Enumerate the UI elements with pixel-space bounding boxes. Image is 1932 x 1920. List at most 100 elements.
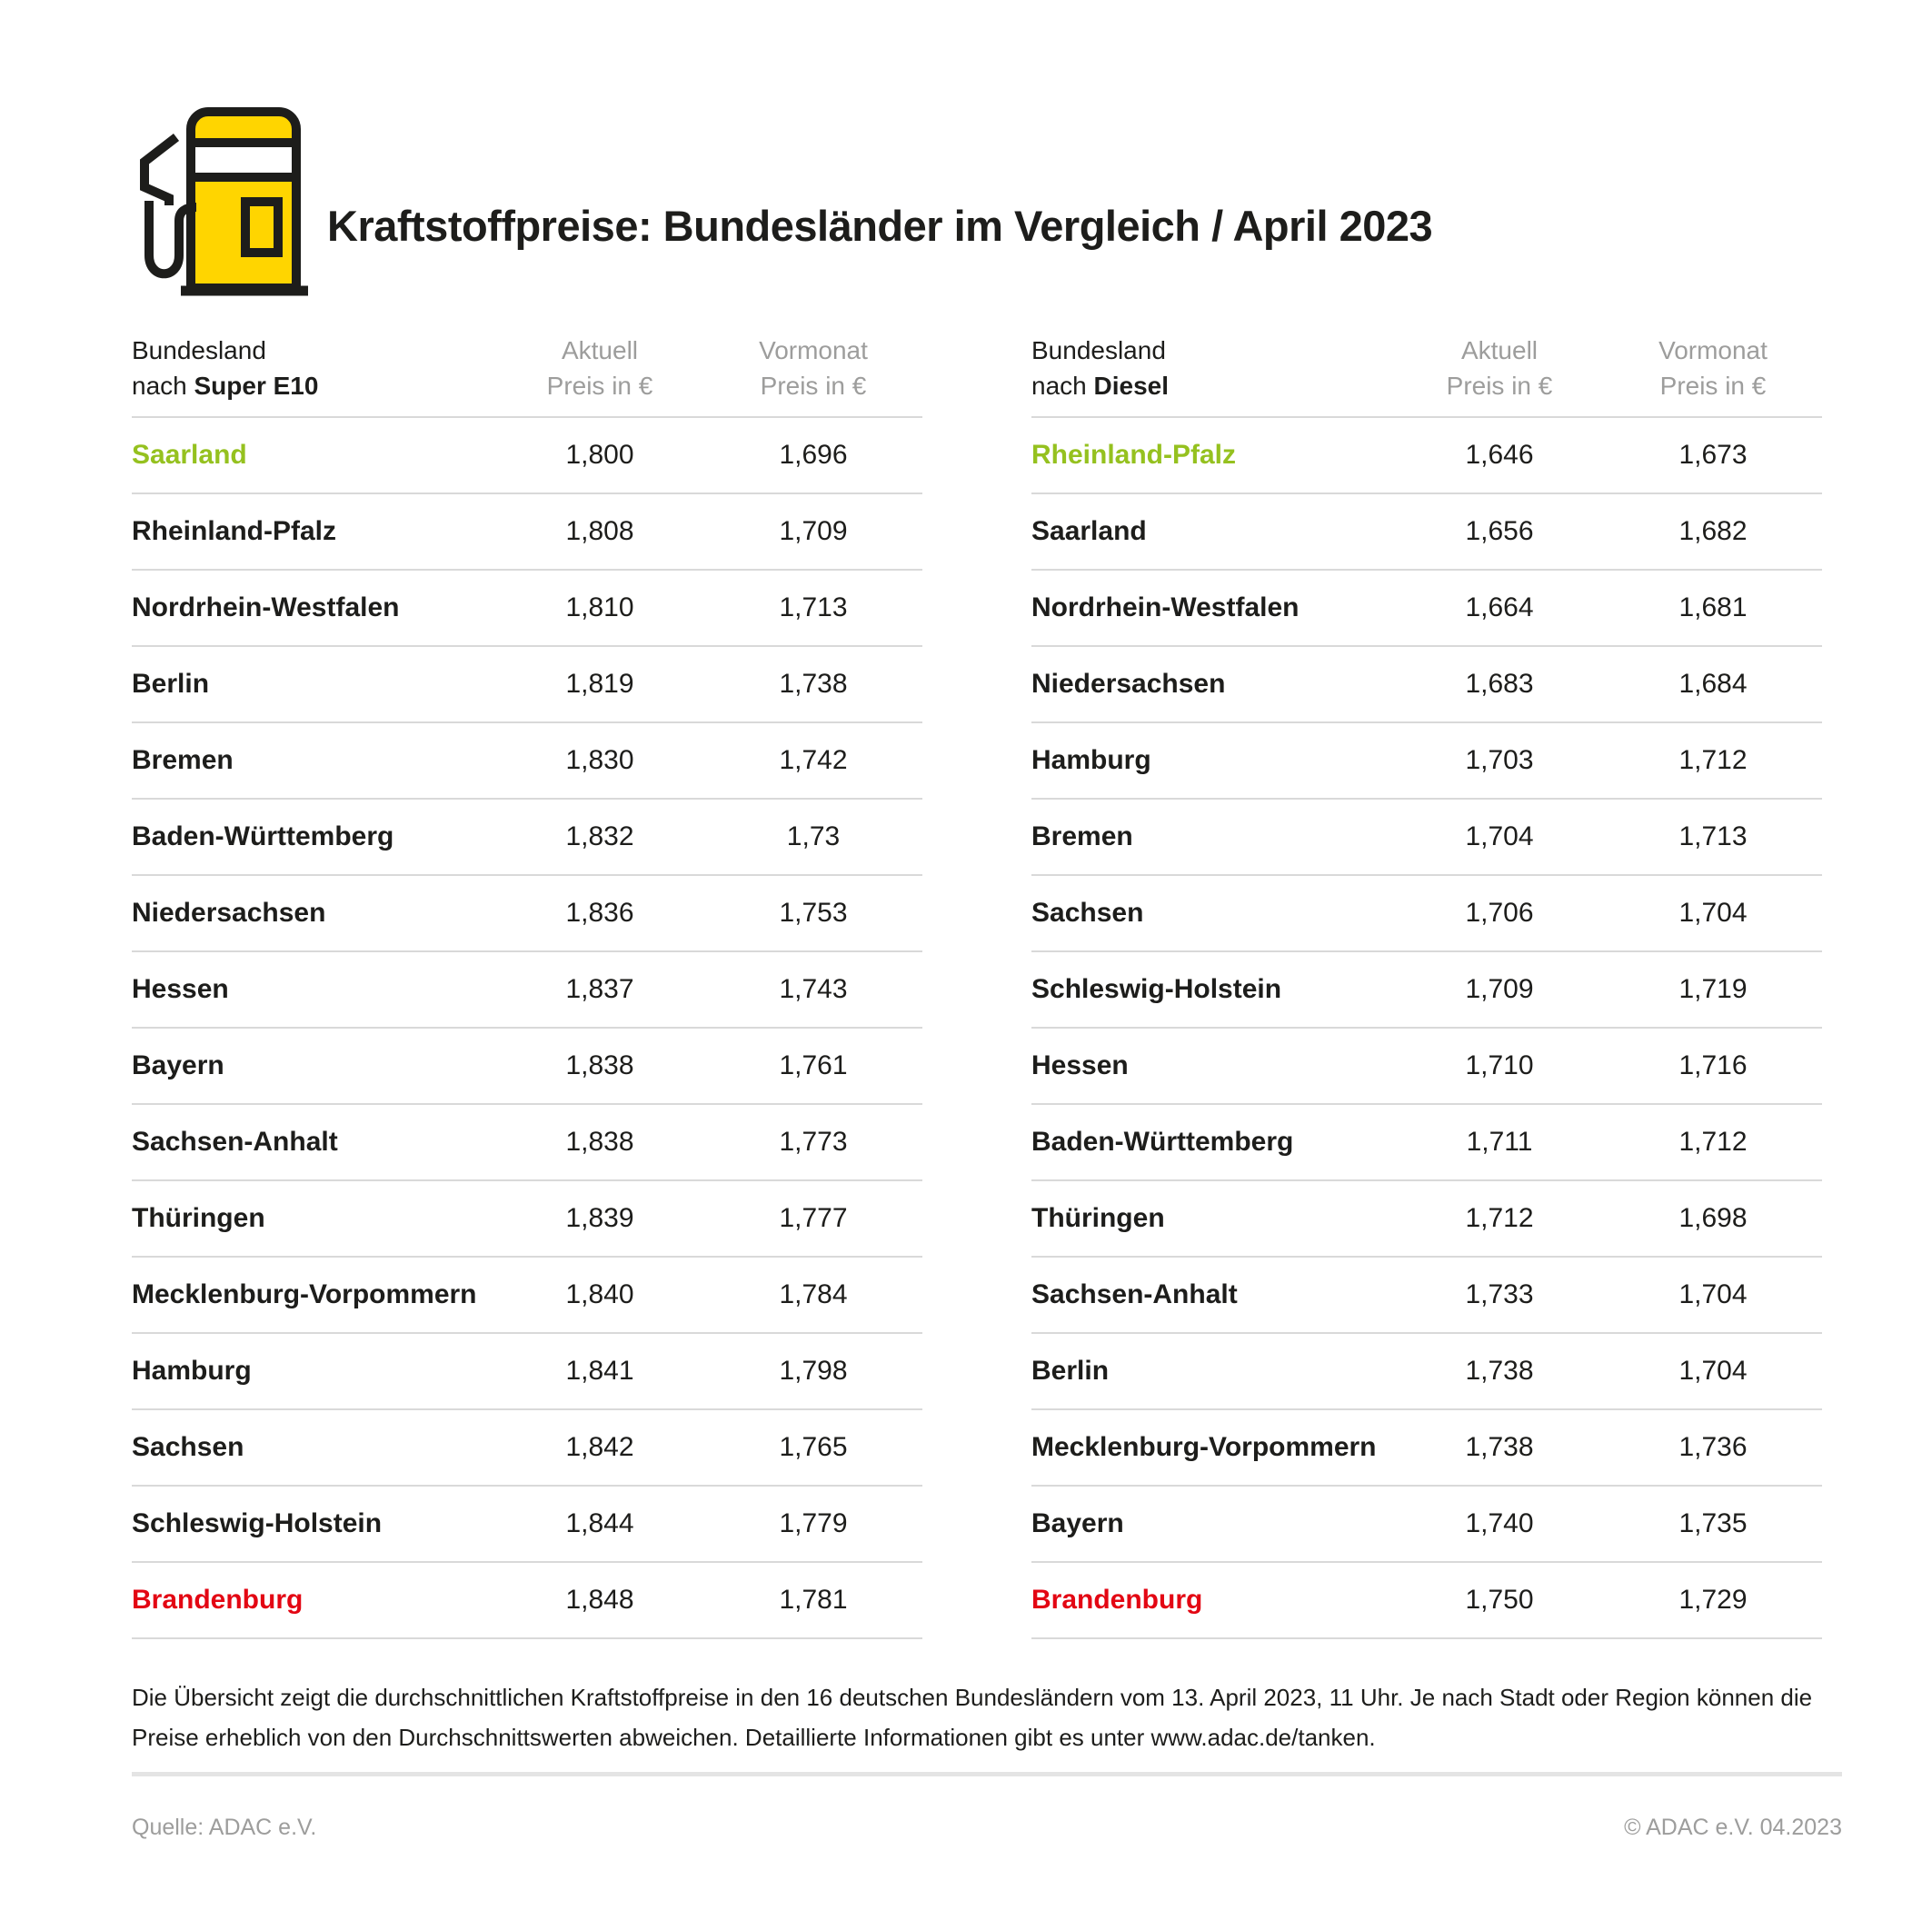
previous-price: 1,753 — [779, 898, 848, 928]
fuel-type-label: Super E10 — [194, 372, 319, 400]
table-row: Schleswig-Holstein 1,844 1,779 — [132, 1487, 922, 1563]
land-name: Schleswig-Holstein — [132, 1508, 383, 1538]
land-name: Brandenburg — [1031, 1585, 1203, 1615]
table-body: Rheinland-Pfalz 1,646 1,673 Saarland 1,656 1,… — [1031, 418, 1822, 1639]
column-header-aktuell: Aktuell Preis in € — [1446, 336, 1553, 400]
current-price: 1,836 — [565, 898, 634, 928]
copyright-note: © ADAC e.V. 04.2023 — [1624, 1815, 1842, 1840]
table-row: Bayern 1,740 1,735 — [1031, 1487, 1822, 1563]
current-price: 1,832 — [565, 821, 634, 851]
current-price: 1,656 — [1465, 516, 1534, 546]
current-price: 1,706 — [1465, 898, 1534, 928]
previous-price: 1,713 — [1678, 821, 1748, 851]
source-note: Quelle: ADAC e.V. — [132, 1815, 317, 1840]
table-row: Baden-Württemberg 1,711 1,712 — [1031, 1105, 1822, 1181]
previous-price: 1,716 — [1678, 1050, 1748, 1080]
current-price: 1,750 — [1465, 1585, 1534, 1615]
current-price: 1,838 — [565, 1050, 634, 1080]
table-row: Sachsen 1,706 1,704 — [1031, 876, 1822, 952]
land-name: Rheinland-Pfalz — [1031, 440, 1237, 470]
previous-price: 1,781 — [779, 1585, 848, 1615]
current-price: 1,800 — [565, 440, 634, 470]
table-header: Bundesland nach Super E10 Aktuell Preis … — [132, 333, 922, 418]
table-row: Sachsen-Anhalt 1,838 1,773 — [132, 1105, 922, 1181]
current-price: 1,710 — [1465, 1050, 1534, 1080]
column-header-vormonat: Vormonat Preis in € — [1658, 336, 1768, 400]
previous-price: 1,673 — [1678, 440, 1748, 470]
current-price: 1,819 — [565, 669, 634, 699]
infographic-page: Kraftstoffpreise: Bundesländer im Vergle… — [132, 107, 1932, 1840]
land-name: Sachsen — [132, 1432, 244, 1462]
footer-divider — [132, 1772, 1842, 1776]
previous-price: 1,712 — [1678, 1127, 1748, 1157]
footnote-line: Preise erheblich von den Durchschnittswe… — [132, 1724, 1376, 1751]
current-price: 1,704 — [1465, 821, 1534, 851]
land-name: Hamburg — [132, 1356, 252, 1386]
table-row: Mecklenburg-Vorpommern 1,738 1,736 — [1031, 1410, 1822, 1487]
land-name: Thüringen — [1031, 1203, 1165, 1233]
current-price: 1,830 — [565, 745, 634, 775]
previous-price: 1,682 — [1678, 516, 1748, 546]
previous-price: 1,704 — [1678, 898, 1748, 928]
column-header-prefix: nach — [1031, 372, 1094, 400]
land-name: Hamburg — [1031, 745, 1151, 775]
table-row: Schleswig-Holstein 1,709 1,719 — [1031, 952, 1822, 1029]
table-super-e10: Bundesland nach Super E10 Aktuell Preis … — [132, 333, 922, 1639]
current-price: 1,841 — [565, 1356, 634, 1386]
previous-price: 1,777 — [779, 1203, 848, 1233]
page-title: Kraftstoffpreise: Bundesländer im Vergle… — [327, 202, 1433, 250]
current-price: 1,837 — [565, 974, 634, 1004]
column-header-bundesland: Bundesland nach Super E10 — [132, 333, 495, 403]
table-diesel: Bundesland nach Diesel Aktuell Preis in … — [1031, 333, 1822, 1639]
table-row: Bayern 1,838 1,761 — [132, 1029, 922, 1105]
current-price: 1,740 — [1465, 1508, 1534, 1538]
current-price: 1,848 — [565, 1585, 634, 1615]
footnote: Die Übersicht zeigt die durchschnittlich… — [132, 1677, 1932, 1757]
land-name: Thüringen — [132, 1203, 265, 1233]
table-row: Brandenburg 1,848 1,781 — [132, 1563, 922, 1639]
previous-price: 1,698 — [1678, 1203, 1748, 1233]
table-row: Brandenburg 1,750 1,729 — [1031, 1563, 1822, 1639]
table-row: Sachsen 1,842 1,765 — [132, 1410, 922, 1487]
table-header: Bundesland nach Diesel Aktuell Preis in … — [1031, 333, 1822, 418]
previous-price: 1,73 — [786, 821, 841, 851]
current-price: 1,646 — [1465, 440, 1534, 470]
current-price: 1,709 — [1465, 974, 1534, 1004]
land-name: Berlin — [1031, 1356, 1110, 1386]
table-row: Bremen 1,704 1,713 — [1031, 800, 1822, 876]
table-row: Thüringen 1,712 1,698 — [1031, 1181, 1822, 1258]
current-price: 1,712 — [1465, 1203, 1534, 1233]
previous-price: 1,784 — [779, 1279, 848, 1309]
previous-price: 1,735 — [1678, 1508, 1748, 1538]
previous-price: 1,681 — [1678, 592, 1748, 622]
column-header-vormonat: Vormonat Preis in € — [759, 336, 868, 400]
previous-price: 1,713 — [779, 592, 848, 622]
current-price: 1,664 — [1465, 592, 1534, 622]
land-name: Nordrhein-Westfalen — [132, 592, 400, 622]
land-name: Schleswig-Holstein — [1031, 974, 1282, 1004]
land-name: Bayern — [132, 1050, 224, 1080]
land-name: Berlin — [132, 669, 210, 699]
current-price: 1,683 — [1465, 669, 1534, 699]
table-row: Rheinland-Pfalz 1,808 1,709 — [132, 494, 922, 571]
previous-price: 1,765 — [779, 1432, 848, 1462]
previous-price: 1,738 — [779, 669, 848, 699]
current-price: 1,840 — [565, 1279, 634, 1309]
table-row: Hessen 1,837 1,743 — [132, 952, 922, 1029]
column-header-line1: Bundesland — [132, 336, 266, 364]
previous-price: 1,779 — [779, 1508, 848, 1538]
current-price: 1,844 — [565, 1508, 634, 1538]
current-price: 1,733 — [1465, 1279, 1534, 1309]
land-name: Baden-Württemberg — [1031, 1127, 1294, 1157]
previous-price: 1,742 — [779, 745, 848, 775]
land-name: Bremen — [132, 745, 234, 775]
column-header-bundesland: Bundesland nach Diesel — [1031, 333, 1395, 403]
land-name: Niedersachsen — [1031, 669, 1226, 699]
previous-price: 1,761 — [779, 1050, 848, 1080]
table-row: Hamburg 1,703 1,712 — [1031, 723, 1822, 800]
table-row: Thüringen 1,839 1,777 — [132, 1181, 922, 1258]
table-row: Nordrhein-Westfalen 1,664 1,681 — [1031, 571, 1822, 647]
land-name: Nordrhein-Westfalen — [1031, 592, 1300, 622]
table-row: Saarland 1,800 1,696 — [132, 418, 922, 494]
land-name: Niedersachsen — [132, 898, 326, 928]
